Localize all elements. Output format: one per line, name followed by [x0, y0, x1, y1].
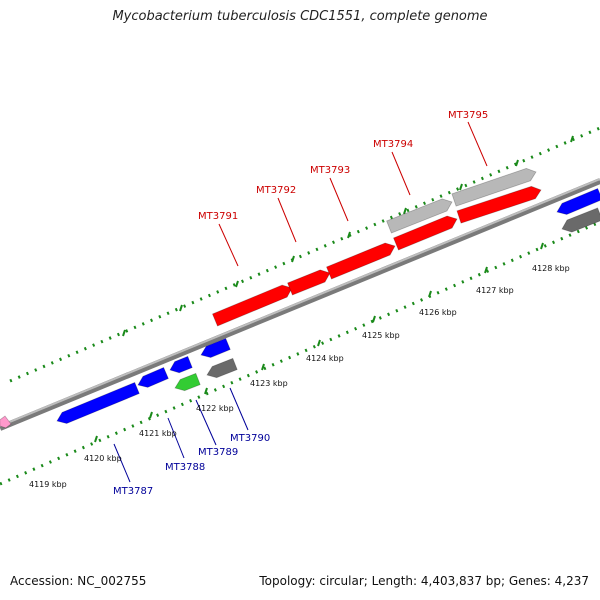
gene-arrow-mt3791[interactable]	[211, 284, 293, 327]
forward-label-leaders	[218, 121, 488, 267]
genome-backbone	[0, 178, 600, 431]
scale-label-4119: 4119 kbp	[29, 480, 67, 489]
scale-label-4127: 4127 kbp	[476, 286, 514, 295]
scale-label-4125: 4125 kbp	[362, 331, 400, 340]
scale-label-4124: 4124 kbp	[306, 354, 344, 363]
gene-label-mt3794[interactable]: MT3794	[373, 139, 413, 150]
gene-arrow-mt3790[interactable]	[200, 337, 231, 358]
outer-major-ticks	[122, 135, 574, 337]
inner-major-ticks	[94, 242, 544, 443]
reverse-label-leaders	[113, 387, 249, 483]
gene-arrow-gray-2[interactable]	[451, 168, 537, 207]
scale-label-4123: 4123 kbp	[250, 379, 288, 388]
scale-labels: 4119 kbp 4120 kbp 4121 kbp 4122 kbp 4123…	[29, 264, 570, 489]
scale-label-4128: 4128 kbp	[532, 264, 570, 273]
gene-arrow-mt3792[interactable]	[287, 269, 331, 296]
gene-arrow-mt3793[interactable]	[326, 242, 396, 280]
forward-strand-genes	[211, 185, 542, 327]
inner-tick-track	[0, 220, 600, 486]
gene-arrow-dark-right[interactable]	[561, 207, 600, 233]
gene-arrow-mt3789[interactable]	[174, 372, 201, 392]
scale-label-4122: 4122 kbp	[196, 404, 234, 413]
outer-tick-track	[9, 126, 600, 383]
accession-text: Accession: NC_002755	[10, 574, 147, 588]
gene-label-mt3790[interactable]: MT3790	[230, 433, 270, 444]
scale-label-4120: 4120 kbp	[84, 454, 122, 463]
genome-summary-text: Topology: circular; Length: 4,403,837 bp…	[259, 574, 589, 588]
reverse-gene-labels: MT3787 MT3788 MT3789 MT3790	[113, 433, 270, 497]
pseudo-genes	[386, 168, 600, 234]
gene-arrow-mt3788[interactable]	[137, 366, 169, 388]
gene-arrow-pink[interactable]	[0, 415, 12, 429]
gene-label-mt3795[interactable]: MT3795	[448, 110, 488, 121]
forward-gene-labels: MT3791 MT3792 MT3793 MT3794 MT3795	[198, 110, 488, 222]
gene-arrow-blue-right[interactable]	[556, 187, 600, 215]
gene-label-mt3793[interactable]: MT3793	[310, 165, 350, 176]
reverse-strand-genes	[0, 187, 600, 429]
gene-label-mt3789[interactable]: MT3789	[198, 447, 238, 458]
gene-arrow-mt3795[interactable]	[456, 185, 542, 224]
scale-label-4126: 4126 kbp	[419, 308, 457, 317]
gene-arrow-small[interactable]	[169, 355, 193, 374]
gene-arrow-dark-small[interactable]	[206, 357, 238, 379]
gene-arrow-mt3787[interactable]	[56, 381, 140, 424]
gene-label-mt3792[interactable]: MT3792	[256, 185, 296, 196]
scale-label-4121: 4121 kbp	[139, 429, 177, 438]
gene-arrow-mt3794[interactable]	[393, 215, 458, 251]
gene-label-mt3788[interactable]: MT3788	[165, 462, 205, 473]
map-title: Mycobacterium tuberculosis CDC1551, comp…	[112, 9, 488, 24]
gene-label-mt3787[interactable]: MT3787	[113, 486, 153, 497]
gene-arrow-gray-1[interactable]	[386, 198, 453, 234]
gene-label-mt3791[interactable]: MT3791	[198, 211, 238, 222]
